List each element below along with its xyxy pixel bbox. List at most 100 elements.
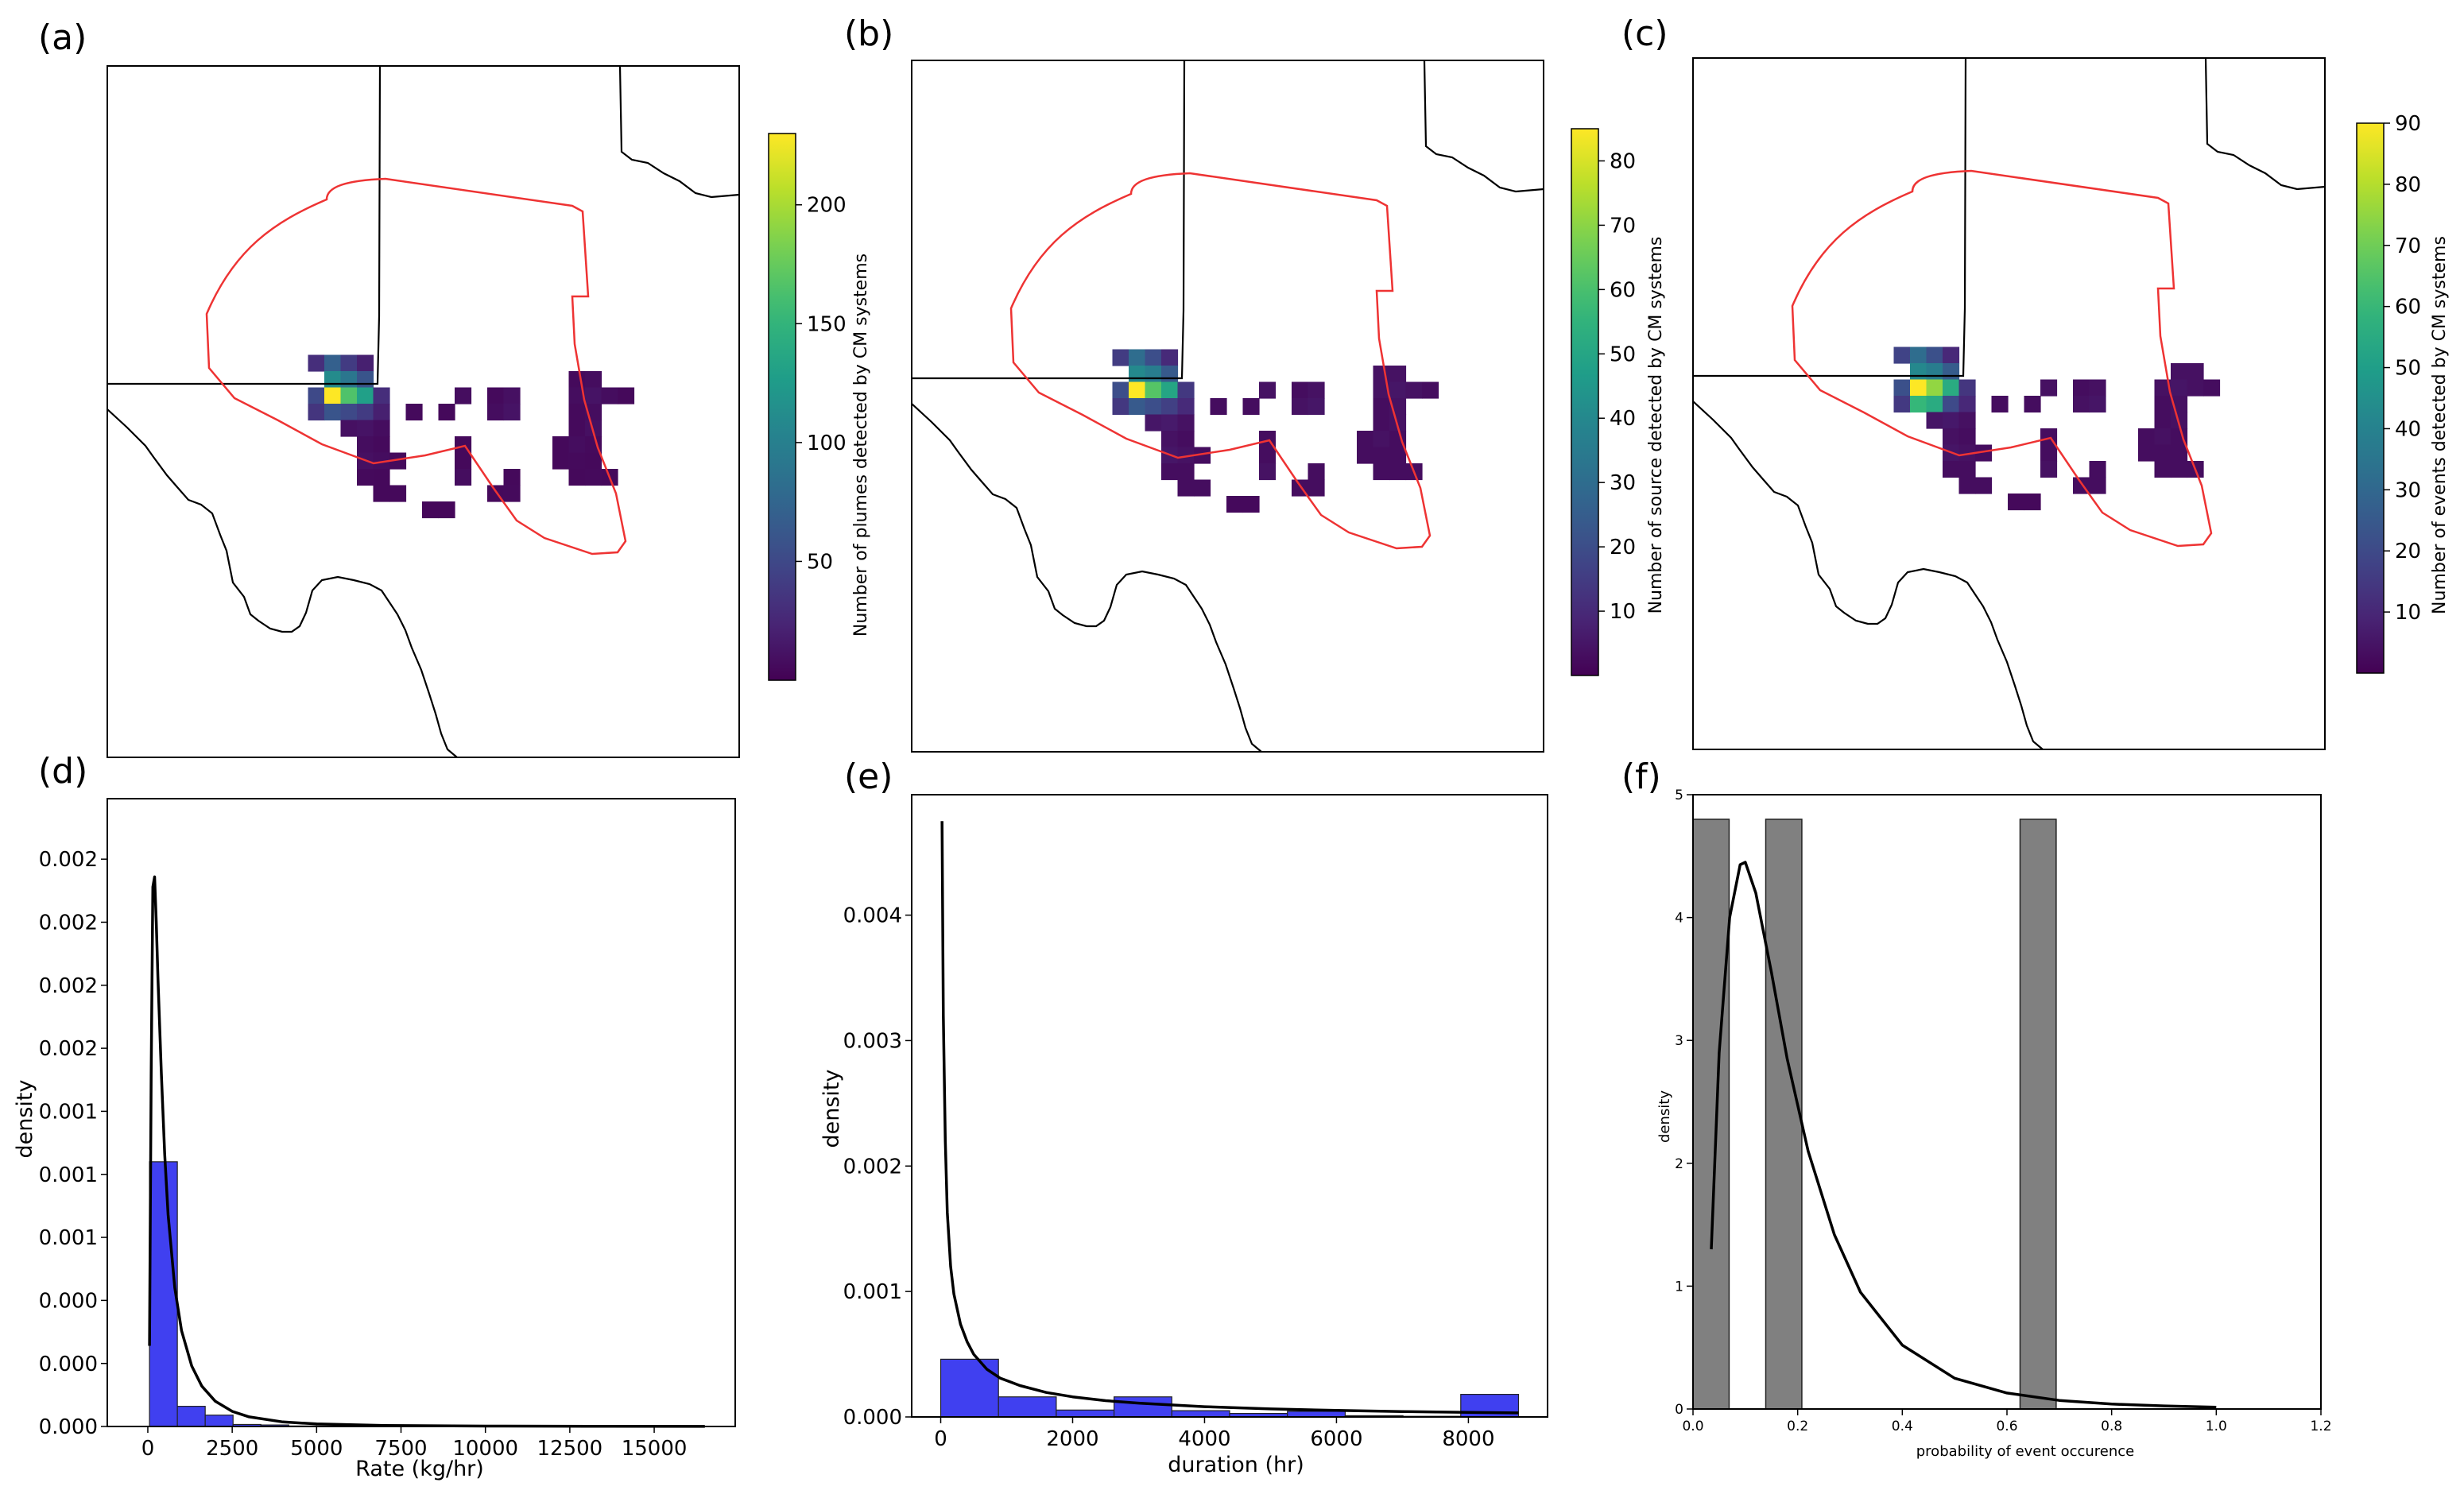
heatmap-cell (1389, 366, 1407, 383)
heatmap-cell (568, 469, 586, 486)
x-tick-label: 1.0 (2206, 1419, 2227, 1434)
colorbar-tick-label: 70 (1610, 214, 1636, 238)
heatmap-cell (1910, 363, 1927, 381)
heatmap-cell (389, 452, 407, 470)
colorbar-tick-label: 50 (1610, 343, 1636, 366)
heatmap-cell (1373, 366, 1390, 383)
heatmap-cell (455, 469, 472, 486)
heatmap-cell (503, 387, 521, 404)
x-tick-label: 7500 (374, 1437, 427, 1461)
heatmap-cell (1242, 496, 1260, 513)
histogram-panel-e: 0 2000 4000 6000 8000 0.000 0.001 0.002 0.003 0.0… (843, 794, 1548, 1451)
histogram-bar (1171, 1410, 1230, 1418)
heatmap-cell (1373, 447, 1390, 464)
heatmap-cell (1958, 477, 1976, 494)
density-fit-curve (1710, 861, 2217, 1409)
texas-border (107, 408, 458, 758)
heatmap-cell (438, 404, 455, 421)
heatmap-cell (1405, 381, 1423, 399)
colorbar-tick-label: 40 (1610, 407, 1636, 431)
y-tick-label: 0.000 (39, 1353, 98, 1376)
map-frame (911, 60, 1544, 753)
heatmap-cell (340, 354, 358, 372)
heatmap-cell (1145, 398, 1162, 416)
heatmap-cell (308, 387, 325, 404)
heatmap-cell (389, 485, 407, 502)
heatmap-cell (373, 387, 390, 404)
heatmap-cell (2040, 379, 2058, 397)
panel-label-d: (d) (38, 751, 87, 792)
y-tick-label: 2 (1675, 1156, 1683, 1172)
histogram-bar (998, 1396, 1057, 1418)
heatmap-cell (2203, 379, 2221, 397)
y-tick-label: 0.001 (843, 1280, 902, 1304)
heatmap-cell (1308, 398, 1325, 416)
heatmap-cell (1242, 398, 1260, 416)
colorbar-b: 10 20 30 40 50 60 70 80 (1571, 128, 1636, 676)
heatmap-cell (357, 469, 374, 486)
texas-border (1692, 401, 2044, 750)
heatmap-cell (618, 387, 635, 404)
heatmap-cell (1129, 381, 1146, 399)
histogram-bar (1114, 1396, 1172, 1418)
heatmap-cell (1389, 463, 1407, 481)
ylabel-e: density (819, 1069, 844, 1148)
map-frame (1692, 57, 2326, 750)
heatmap-cell (1177, 414, 1195, 432)
colorbar-tick-label: 20 (1610, 536, 1636, 559)
xlabel-d: Rate (kg/hr) (355, 1457, 484, 1481)
ylabel-d: density (13, 1079, 37, 1158)
heatmap-cell (1177, 398, 1195, 416)
heatmap-cell (2171, 363, 2188, 381)
heatmap-cell (1926, 396, 1943, 413)
heatmap-cell (1893, 346, 1911, 364)
y-tick-label: 0.002 (39, 1037, 98, 1061)
heatmap-cell (373, 420, 390, 437)
permian-basin-outline (205, 177, 627, 555)
heatmap-cell (2154, 379, 2171, 397)
oklahoma-border (2204, 57, 2326, 191)
heatmap-cell (2089, 461, 2106, 478)
histogram-bar (149, 1161, 178, 1427)
heatmap-cell (324, 404, 342, 421)
heatmap-cell (503, 469, 521, 486)
y-tick-label: 0.001 (39, 1226, 98, 1250)
colorbar-tick-label: 80 (2395, 173, 2421, 197)
colorbar-tick-label: 150 (807, 312, 847, 336)
heatmap-cell (1910, 379, 1927, 397)
heatmap-cell (373, 469, 390, 486)
heatmap-cell (1926, 363, 1943, 381)
heatmap-cell (1943, 346, 1960, 364)
heatmap-cell (455, 452, 472, 470)
heatmap-cell (422, 501, 440, 519)
heatmap-cell (357, 387, 374, 404)
x-tick-label: 0.4 (1892, 1419, 1913, 1434)
heatmap-cell (1112, 381, 1129, 399)
heatmap-cell (1259, 447, 1277, 464)
panel-label-b: (b) (844, 14, 893, 54)
y-tick-label: 0.000 (39, 1289, 98, 1313)
heatmap-cell (585, 469, 602, 486)
x-tick-label: 0.0 (1682, 1419, 1703, 1434)
colorbar-tick-label: 10 (1610, 600, 1636, 624)
map-frame (107, 65, 740, 758)
heatmap-cell (1177, 479, 1195, 497)
heatmap-cell (1210, 398, 1227, 416)
heatmap-cell (1194, 479, 1211, 497)
heatmap-cell (1161, 463, 1179, 481)
heatmap-cell (1373, 414, 1390, 432)
y-tick-label: 4 (1675, 911, 1683, 927)
heatmap-cell (1943, 396, 1960, 413)
heatmap-cell (1161, 414, 1179, 432)
heatmap-cell (1357, 447, 1374, 464)
colorbar-a: 50 100 150 200 (768, 133, 847, 681)
heatmap-cell (1893, 379, 1911, 397)
heatmap-cell (2154, 396, 2171, 413)
heatmap-cell (357, 404, 374, 421)
heatmap-cell (1161, 366, 1179, 383)
heatmap-cell (1958, 396, 1976, 413)
colorbar-gradient (2356, 122, 2385, 674)
y-tick-label: 0.002 (843, 1155, 902, 1179)
heatmap-cell (1129, 349, 1146, 366)
